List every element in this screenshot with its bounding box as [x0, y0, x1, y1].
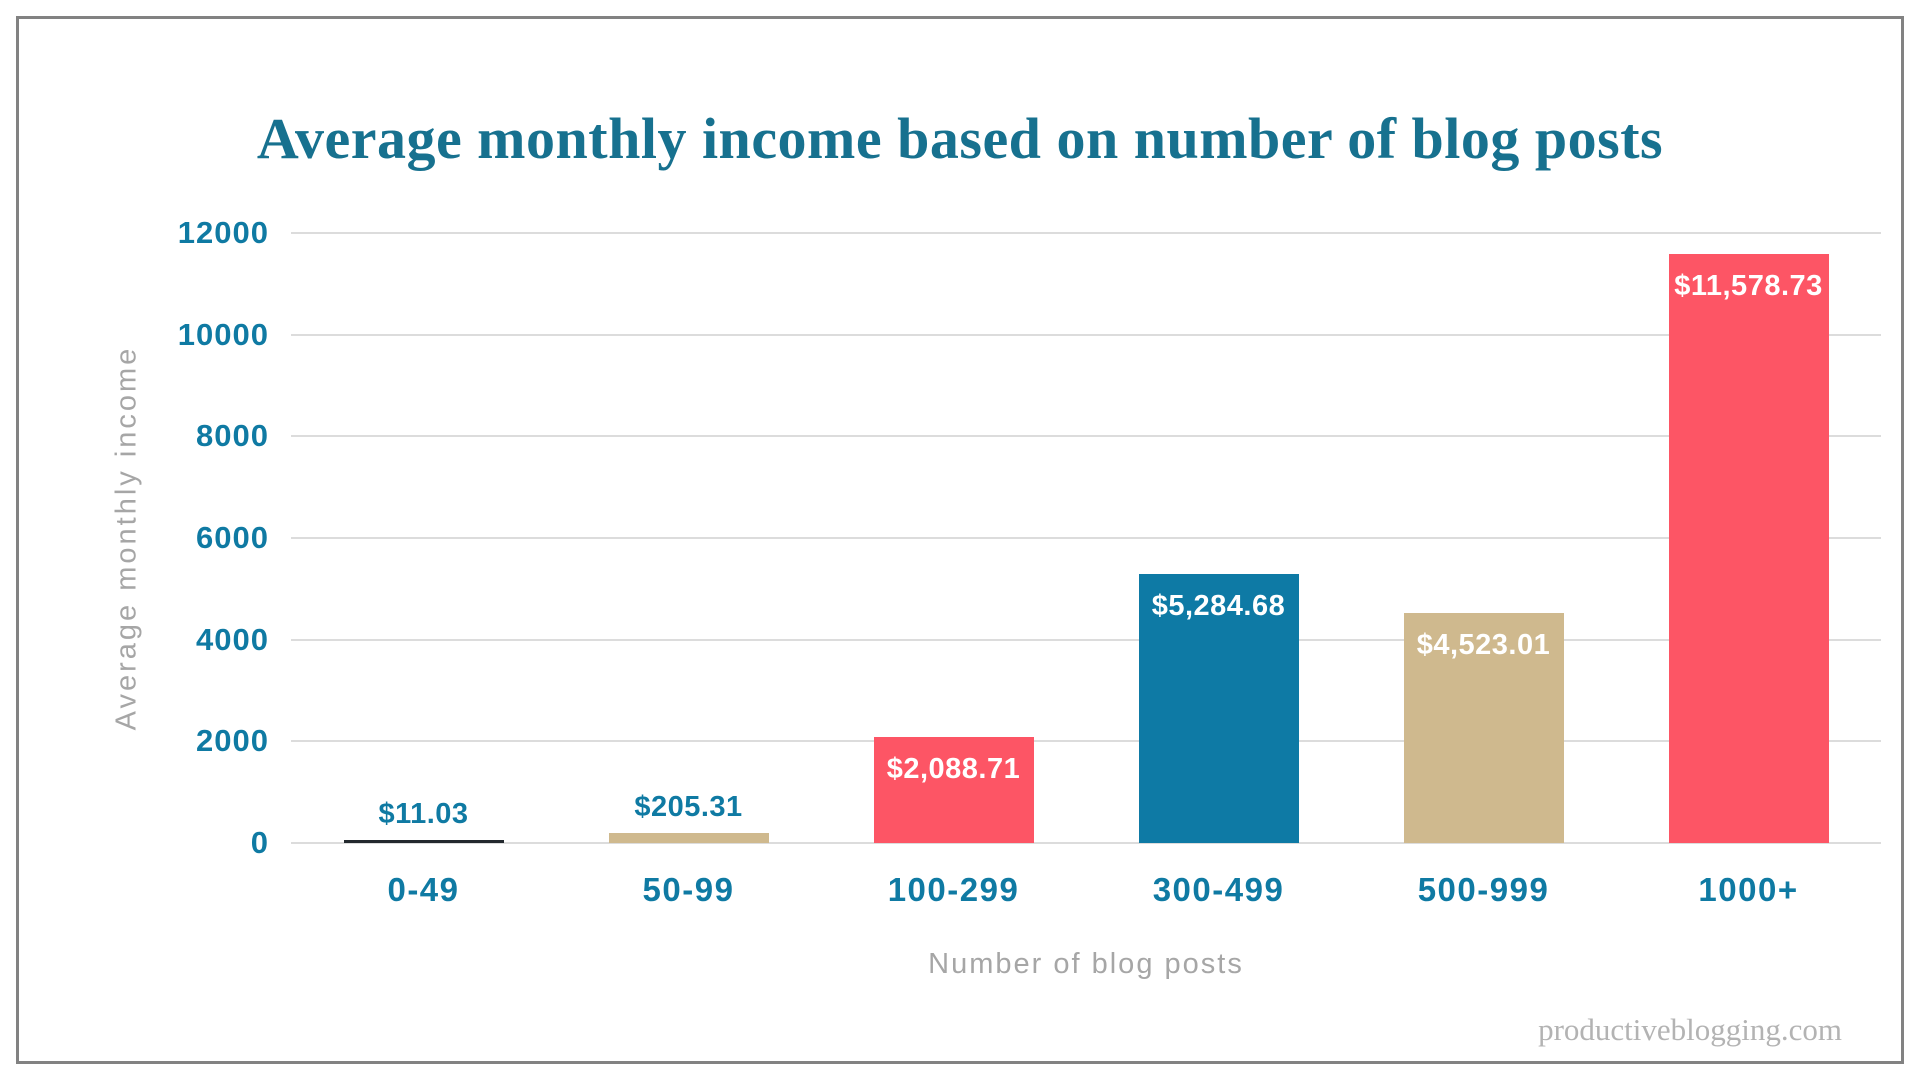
- x-tick-label: 1000+: [1698, 871, 1799, 908]
- bar-value-label: $2,088.71: [886, 752, 1021, 785]
- bar-value-label: $4,523.01: [1416, 629, 1551, 662]
- bar-value-label: $205.31: [634, 790, 743, 823]
- x-tick-label: 50-99: [642, 871, 735, 908]
- x-tick-label: 500-999: [1417, 871, 1550, 908]
- y-tick-label: 12000: [177, 215, 269, 250]
- y-tick-label: 2000: [196, 723, 269, 759]
- gridline: [291, 842, 1881, 844]
- bar: [343, 840, 504, 843]
- y-tick-label: 0: [250, 825, 269, 860]
- gridline: [291, 638, 1881, 641]
- x-tick-label: 100-299: [887, 871, 1020, 908]
- x-axis-title: Number of blog posts: [928, 948, 1244, 980]
- bar: [1668, 254, 1829, 843]
- gridline: [291, 232, 1881, 234]
- y-tick-label: 6000: [196, 520, 269, 555]
- bar-value-label: $11,578.73: [1674, 270, 1823, 303]
- bar: [1403, 613, 1564, 843]
- y-tick-label: 10000: [177, 316, 269, 352]
- plot-area: 0 2000 4000 6000 8000 10000 12000 $11.03 0-49 $20…: [178, 215, 1881, 908]
- chart-title: Average monthly income based on number o…: [256, 105, 1664, 171]
- bar-value-label: $11.03: [378, 798, 469, 830]
- x-tick-label: 0-49: [387, 871, 460, 908]
- y-tick-label: 8000: [196, 418, 269, 454]
- y-tick-label: 4000: [196, 621, 269, 657]
- gridline: [291, 537, 1881, 539]
- bar: [608, 832, 769, 843]
- gridline: [291, 435, 1881, 438]
- gridline: [291, 740, 1881, 743]
- x-tick-label: 300-499: [1152, 871, 1285, 908]
- y-axis-title: Average monthly income: [110, 345, 143, 731]
- gridline: [291, 333, 1881, 336]
- bar: [873, 736, 1034, 843]
- watermark-text: productiveblogging.com: [1538, 1012, 1842, 1047]
- bar-value-label: $5,284.68: [1151, 590, 1286, 623]
- bar: [1138, 574, 1299, 843]
